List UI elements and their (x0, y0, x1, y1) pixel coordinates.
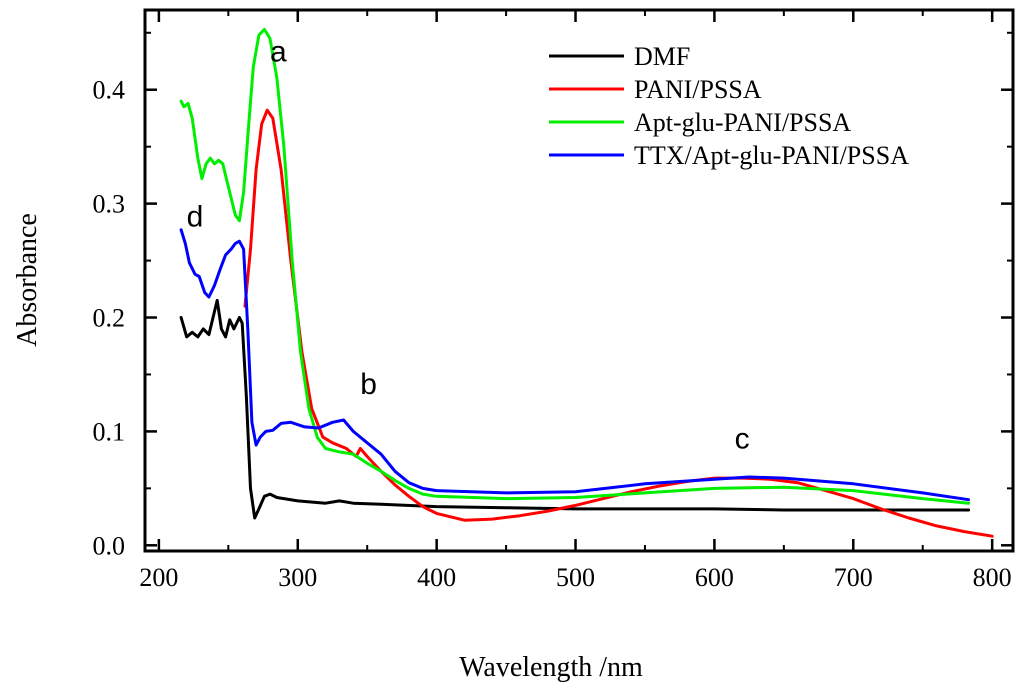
legend-label-1: PANI/PSSA (634, 75, 762, 104)
curve-label-a: a (270, 35, 287, 68)
series-line-0 (179, 298, 971, 520)
x-axis-title: Wavelength /nm (459, 652, 643, 683)
legend-label-0: DMF (634, 42, 690, 71)
curve-label-c: c (735, 422, 750, 455)
x-tick-label: 800 (973, 563, 1012, 592)
y-tick-label: 0.0 (93, 531, 126, 560)
y-tick-label: 0.4 (93, 76, 126, 105)
axis-ticks: 200 300 400 500 600 700 800 0.0 0.1 0.2 0.3 0.4 (93, 10, 1013, 592)
curve-label-d: d (187, 200, 204, 233)
series-line-2 (179, 27, 971, 505)
y-tick-label: 0.1 (93, 417, 126, 446)
x-tick-label: 500 (556, 563, 595, 592)
x-tick-label: 600 (695, 563, 734, 592)
x-tick-label: 300 (278, 563, 317, 592)
x-tick-label: 200 (139, 563, 178, 592)
x-tick-label: 700 (834, 563, 873, 592)
y-axis-title: Absorbance (12, 213, 43, 347)
legend: DMF PANI/PSSA Apt-glu-PANI/PSSA TTX/Apt-glu… (549, 42, 909, 170)
y-tick-label: 0.2 (93, 304, 126, 333)
y-tick-label: 0.3 (93, 190, 126, 219)
plot-frame (143, 8, 1015, 553)
legend-label-2: Apt-glu-PANI/PSSA (634, 108, 851, 137)
curve-annotations: a b c d (187, 35, 750, 455)
x-tick-label: 400 (417, 563, 456, 592)
series-line-1 (243, 108, 994, 538)
series-line-3 (179, 228, 971, 502)
series-layer (179, 27, 994, 538)
legend-label-3: TTX/Apt-glu-PANI/PSSA (634, 141, 909, 170)
curve-label-b: b (360, 368, 377, 401)
plot-border (143, 8, 1015, 553)
